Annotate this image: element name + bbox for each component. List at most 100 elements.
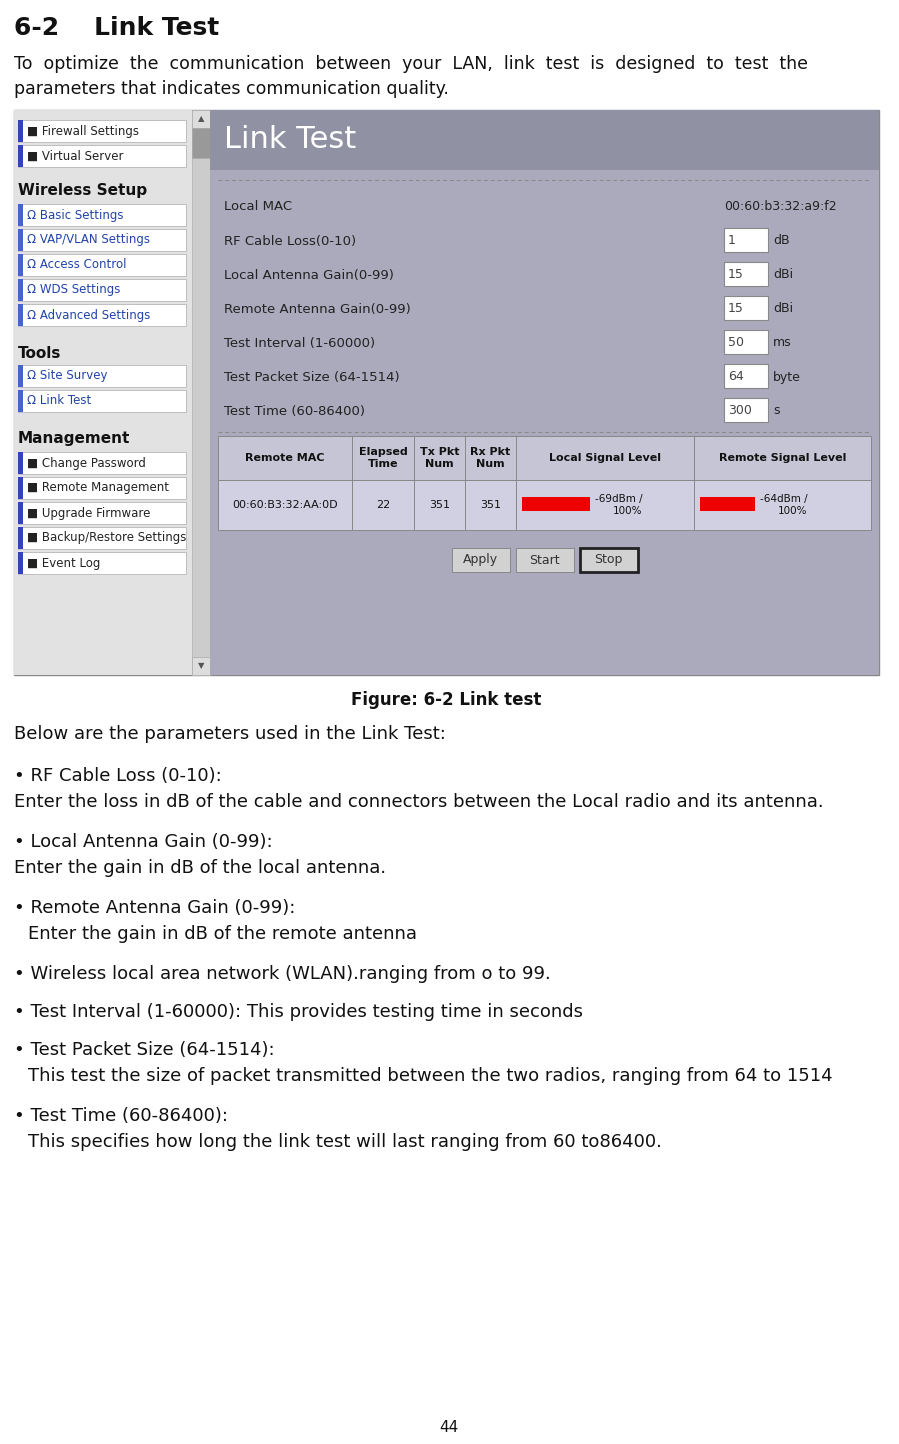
Text: Ω Site Survey: Ω Site Survey <box>27 370 108 383</box>
FancyBboxPatch shape <box>192 657 210 674</box>
Text: This test the size of packet transmitted between the two radios, ranging from 64: This test the size of packet transmitted… <box>28 1067 832 1084</box>
FancyBboxPatch shape <box>14 110 192 674</box>
Text: Ω VAP/VLAN Settings: Ω VAP/VLAN Settings <box>27 234 150 247</box>
FancyBboxPatch shape <box>192 110 210 674</box>
FancyBboxPatch shape <box>18 120 23 142</box>
FancyBboxPatch shape <box>724 364 768 388</box>
Text: 44: 44 <box>440 1419 458 1435</box>
Text: Elapsed
Time: Elapsed Time <box>359 448 407 469</box>
Text: Link Test: Link Test <box>224 126 356 155</box>
FancyBboxPatch shape <box>18 477 186 500</box>
Text: • Test Packet Size (64-1514):: • Test Packet Size (64-1514): <box>14 1041 274 1058</box>
Text: -69dBm /
100%: -69dBm / 100% <box>595 494 643 516</box>
Text: ▲: ▲ <box>198 114 204 124</box>
FancyBboxPatch shape <box>18 120 186 142</box>
FancyBboxPatch shape <box>192 110 210 129</box>
FancyBboxPatch shape <box>18 204 23 227</box>
FancyBboxPatch shape <box>18 279 186 300</box>
FancyBboxPatch shape <box>18 254 23 276</box>
FancyBboxPatch shape <box>18 204 186 227</box>
Text: dB: dB <box>773 234 789 247</box>
Text: Ω WDS Settings: Ω WDS Settings <box>27 283 120 296</box>
Text: Local Antenna Gain(0-99): Local Antenna Gain(0-99) <box>224 269 394 282</box>
Text: 22: 22 <box>376 500 390 510</box>
FancyBboxPatch shape <box>18 552 186 575</box>
Text: Local MAC: Local MAC <box>224 201 292 214</box>
Text: dBi: dBi <box>773 269 793 282</box>
Text: 50: 50 <box>728 336 744 349</box>
FancyBboxPatch shape <box>14 110 879 674</box>
FancyBboxPatch shape <box>521 497 590 511</box>
FancyBboxPatch shape <box>18 503 23 524</box>
Text: RF Cable Loss(0-10): RF Cable Loss(0-10) <box>224 234 356 247</box>
FancyBboxPatch shape <box>18 452 23 474</box>
Text: 15: 15 <box>728 269 743 282</box>
FancyBboxPatch shape <box>724 399 768 422</box>
FancyBboxPatch shape <box>724 261 768 286</box>
FancyBboxPatch shape <box>18 390 186 412</box>
FancyBboxPatch shape <box>515 549 574 572</box>
FancyBboxPatch shape <box>18 365 186 387</box>
Text: 351: 351 <box>480 500 501 510</box>
FancyBboxPatch shape <box>18 477 23 500</box>
FancyBboxPatch shape <box>724 331 768 354</box>
Text: Test Time (60-86400): Test Time (60-86400) <box>224 404 365 417</box>
Text: ■ Backup/Restore Settings: ■ Backup/Restore Settings <box>27 531 186 544</box>
Text: byte: byte <box>773 371 801 384</box>
Text: Apply: Apply <box>463 553 498 566</box>
Text: ▼: ▼ <box>198 661 204 670</box>
FancyBboxPatch shape <box>218 436 871 479</box>
Text: • Wireless local area network (WLAN).ranging from o to 99.: • Wireless local area network (WLAN).ran… <box>14 965 551 983</box>
Text: Local Signal Level: Local Signal Level <box>549 453 661 464</box>
Text: Ω Link Test: Ω Link Test <box>27 394 92 407</box>
Text: ■ Upgrade Firmware: ■ Upgrade Firmware <box>27 507 150 520</box>
FancyBboxPatch shape <box>18 552 23 575</box>
FancyBboxPatch shape <box>18 305 186 326</box>
Text: Remote Signal Level: Remote Signal Level <box>719 453 846 464</box>
Text: 00:60:b3:32:a9:f2: 00:60:b3:32:a9:f2 <box>724 201 837 214</box>
FancyBboxPatch shape <box>18 452 186 474</box>
Text: 64: 64 <box>728 371 743 384</box>
Text: Rx Pkt
Num: Rx Pkt Num <box>470 448 511 469</box>
Text: 351: 351 <box>429 500 450 510</box>
Text: Remote MAC: Remote MAC <box>245 453 325 464</box>
Text: 1: 1 <box>728 234 736 247</box>
FancyBboxPatch shape <box>18 279 23 300</box>
FancyBboxPatch shape <box>700 497 755 511</box>
Text: dBi: dBi <box>773 302 793 315</box>
FancyBboxPatch shape <box>218 479 871 530</box>
FancyBboxPatch shape <box>18 365 23 387</box>
FancyBboxPatch shape <box>210 110 879 170</box>
Text: Ω Basic Settings: Ω Basic Settings <box>27 208 123 221</box>
FancyBboxPatch shape <box>18 503 186 524</box>
Text: Test Interval (1-60000): Test Interval (1-60000) <box>224 336 375 349</box>
FancyBboxPatch shape <box>18 144 23 168</box>
Text: Start: Start <box>530 553 560 566</box>
Text: Enter the gain in dB of the local antenna.: Enter the gain in dB of the local antenn… <box>14 859 387 877</box>
Text: Wireless Setup: Wireless Setup <box>18 183 147 198</box>
FancyBboxPatch shape <box>18 390 23 412</box>
Text: ms: ms <box>773 336 792 349</box>
Text: Stop: Stop <box>594 553 623 566</box>
Text: ■ Firewall Settings: ■ Firewall Settings <box>27 124 139 137</box>
FancyBboxPatch shape <box>18 527 23 549</box>
Text: parameters that indicates communication quality.: parameters that indicates communication … <box>14 79 449 98</box>
Text: Management: Management <box>18 432 130 446</box>
FancyBboxPatch shape <box>18 230 23 251</box>
Text: To  optimize  the  communication  between  your  LAN,  link  test  is  designed : To optimize the communication between yo… <box>14 55 808 74</box>
FancyBboxPatch shape <box>18 527 186 549</box>
FancyBboxPatch shape <box>18 305 23 326</box>
Text: 300: 300 <box>728 404 752 417</box>
Text: Figure: 6-2 Link test: Figure: 6-2 Link test <box>352 692 542 709</box>
FancyBboxPatch shape <box>724 228 768 253</box>
Text: 00:60:B3:32:AA:0D: 00:60:B3:32:AA:0D <box>232 500 338 510</box>
Text: Ω Access Control: Ω Access Control <box>27 258 127 271</box>
FancyBboxPatch shape <box>18 144 186 168</box>
Text: Test Packet Size (64-1514): Test Packet Size (64-1514) <box>224 371 400 384</box>
FancyBboxPatch shape <box>451 549 510 572</box>
Text: ■ Virtual Server: ■ Virtual Server <box>27 150 123 163</box>
Text: Remote Antenna Gain(0-99): Remote Antenna Gain(0-99) <box>224 302 411 315</box>
Text: • RF Cable Loss (0-10):: • RF Cable Loss (0-10): <box>14 767 222 786</box>
Text: • Remote Antenna Gain (0-99):: • Remote Antenna Gain (0-99): <box>14 900 296 917</box>
FancyBboxPatch shape <box>210 110 879 674</box>
